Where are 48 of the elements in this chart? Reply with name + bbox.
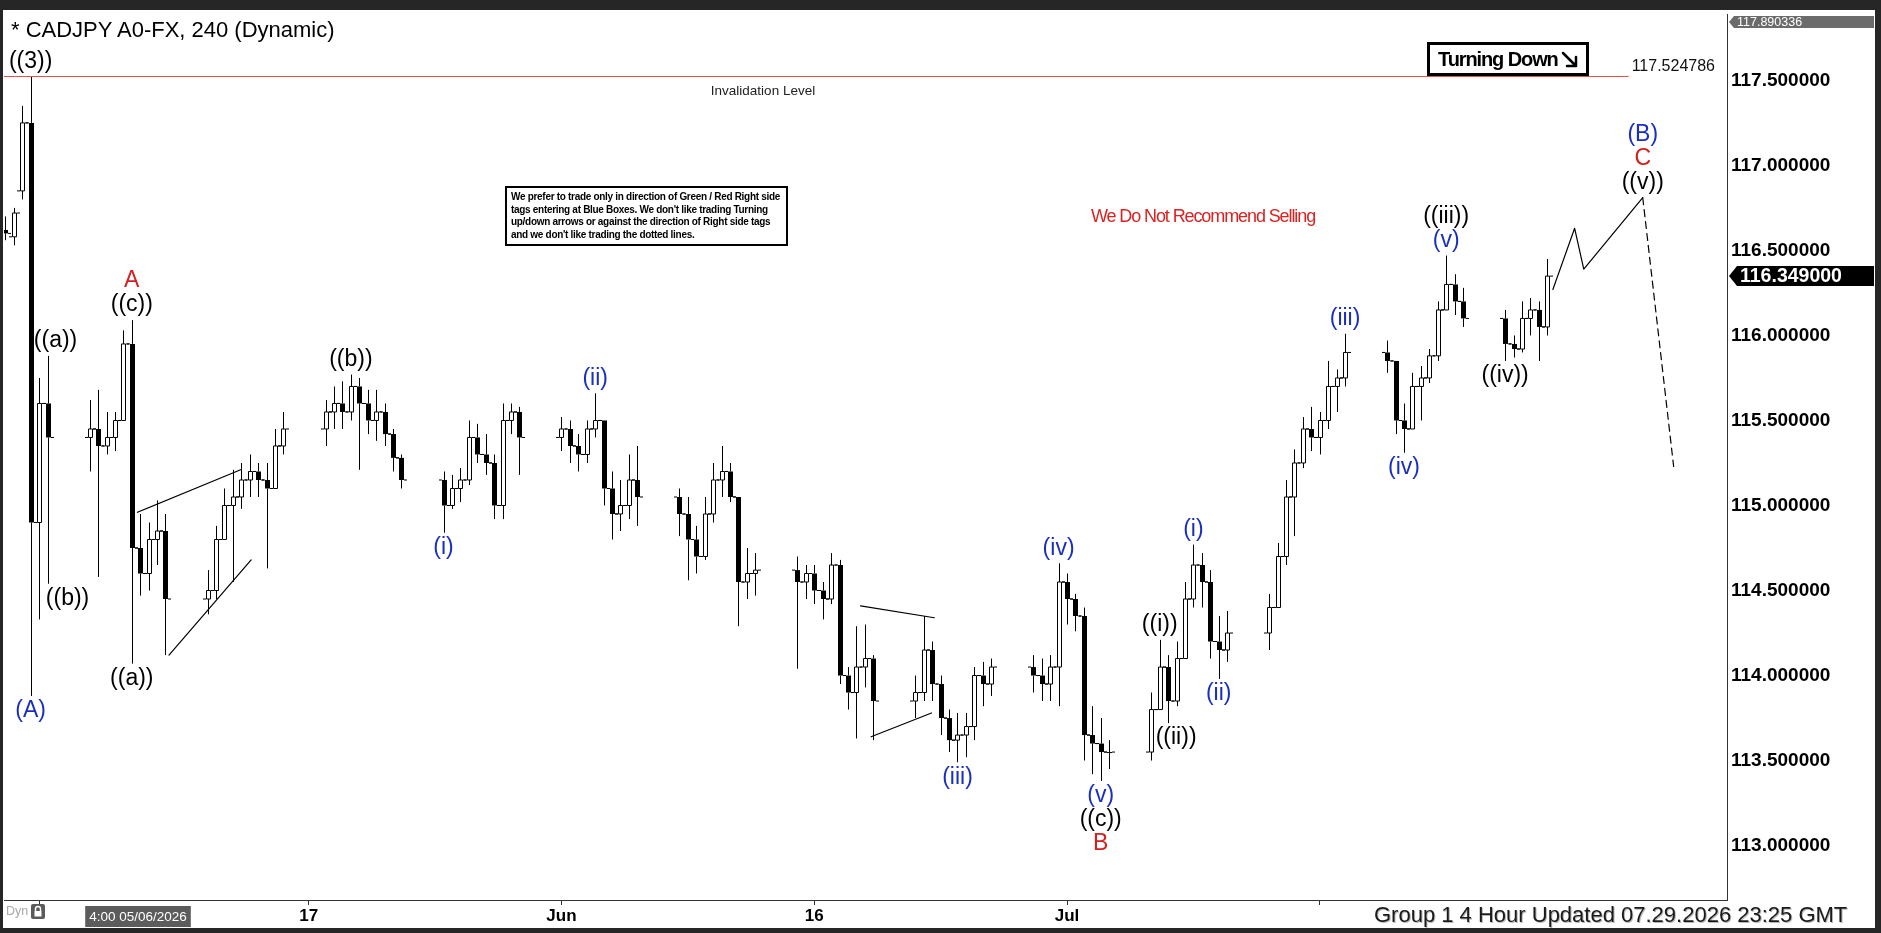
annotation: ((a)) (110, 663, 154, 690)
y-tick-label: 115.500000 (1731, 408, 1831, 430)
annotation: ((3)) (8, 47, 53, 74)
text: 117.890336 (1737, 14, 1803, 29)
y-tick-label: 116.500000 (1731, 238, 1831, 260)
x-tick-label: Jun (546, 905, 577, 925)
x-tick-label: Jul (1054, 905, 1080, 925)
annotation: ((a)) (33, 326, 78, 353)
annotation: (i) (1183, 514, 1204, 541)
x-tick-label: 16 (804, 905, 824, 925)
chart-title: * CADJPY A0-FX, 240 (Dynamic) (11, 17, 335, 43)
y-tick-label: 114.500000 (1731, 578, 1831, 600)
ref-line-label: 117.524786 (1631, 56, 1716, 74)
annotation: (ii) (582, 363, 608, 390)
text: Group 1 4 Hour Updated 07.29.2026 23:25 GMT (1374, 901, 1848, 928)
y-tick-label: 116.000000 (1731, 323, 1831, 345)
y-tick-label: 113.500000 (1731, 748, 1831, 770)
y-tick-label: 117.500000 (1731, 68, 1831, 90)
annotation: A (124, 266, 141, 293)
annotation: (iv) (1388, 453, 1420, 480)
text: Dyn (6, 904, 29, 919)
annotation: We prefer to trade only in direction of Green / Red Right side tags entering at Blue Boxes. We don't like trading Turning up/down arrows or against the direction of Right side tags and we don't like trading the dotted lines. (505, 186, 788, 246)
annotation: ((v)) (1621, 168, 1664, 195)
annotation: (iv) (1042, 533, 1075, 560)
y-tick-label: 114.000000 (1731, 663, 1831, 685)
annotation: ((i)) (1141, 610, 1178, 637)
annotation: (B) (1627, 120, 1659, 147)
text: 4:00 05/06/2026 (89, 908, 187, 924)
annotation: ((c)) (110, 290, 153, 317)
annotation: ((ii)) (1155, 723, 1197, 750)
annotation: Turning Down (1438, 48, 1558, 70)
annotation: (iii) (942, 762, 973, 789)
x-tick-label: 17 (299, 905, 319, 925)
annotation: (A) (15, 696, 47, 723)
annotation: ((b)) (329, 344, 373, 371)
annotation: ((iv)) (1481, 361, 1529, 388)
annotation: We Do Not Recommend Selling (1090, 205, 1316, 227)
y-tick-label: 117.000000 (1731, 153, 1831, 175)
annotation: (v) (1087, 781, 1115, 808)
annotation: ((b)) (45, 584, 90, 611)
y-tick-label: 115.000000 (1731, 493, 1831, 515)
y-tick-label: 113.000000 (1731, 833, 1831, 855)
annotation: (ii) (1205, 679, 1232, 706)
annotation: Invalidation Level (710, 83, 816, 99)
annotation: (iii) (1329, 304, 1361, 331)
annotation: (i) (433, 533, 454, 560)
badge: Turning Down (1427, 42, 1589, 76)
text: 116.349000 (1740, 263, 1843, 286)
